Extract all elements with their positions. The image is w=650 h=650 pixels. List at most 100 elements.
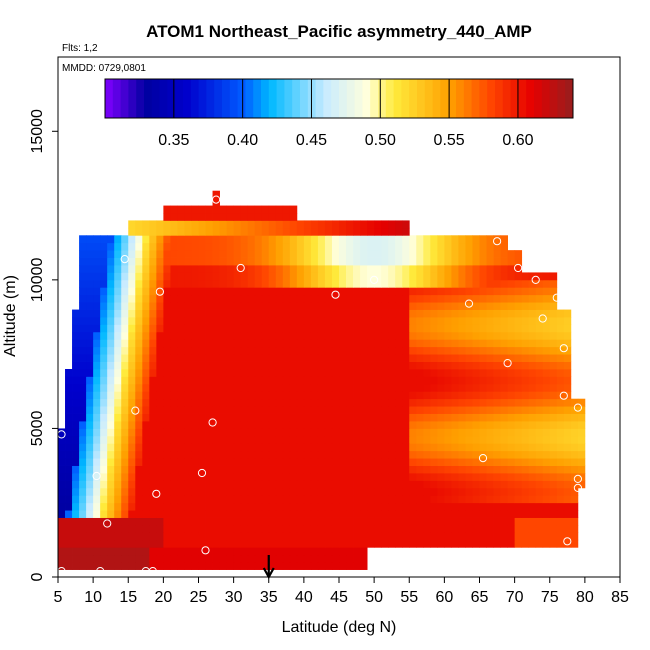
heatmap-cell (226, 502, 235, 511)
heatmap-cell (135, 279, 143, 288)
heatmap-cell (247, 517, 256, 526)
heatmap-cell (121, 279, 129, 288)
heatmap-cell (114, 487, 122, 496)
heatmap-cell (324, 539, 333, 548)
heatmap-cell (107, 458, 115, 466)
heatmap-cell (254, 443, 263, 452)
heatmap-cell (198, 421, 206, 429)
heatmap-cell (430, 287, 438, 296)
colorbar-segment (518, 79, 527, 118)
heatmap-cell (500, 235, 508, 244)
heatmap-cell (219, 443, 227, 452)
heatmap-cell (423, 391, 431, 400)
heatmap-cell (170, 265, 178, 273)
heatmap-cell (254, 539, 263, 548)
heatmap-cell (444, 339, 452, 348)
heatmap-cell (191, 220, 199, 229)
heatmap-cell (570, 525, 579, 533)
heatmap-cell (240, 532, 249, 541)
heatmap-cell (303, 302, 312, 310)
heatmap-cell (458, 383, 466, 392)
heatmap-cell (275, 443, 284, 452)
heatmap-cell (549, 302, 558, 310)
heatmap-cell (444, 480, 452, 489)
heatmap-cell (423, 309, 431, 318)
heatmap-cell (535, 510, 544, 518)
heatmap-cell (226, 562, 235, 570)
sample-point (208, 418, 217, 427)
heatmap-cell (268, 235, 277, 244)
heatmap-cell (423, 465, 431, 474)
heatmap-cell (346, 487, 354, 496)
heatmap-cell (451, 279, 459, 288)
heatmap-cell (556, 406, 565, 414)
heatmap-cell (451, 502, 459, 511)
heatmap-cell (177, 376, 185, 385)
heatmap-cell (107, 487, 115, 496)
heatmap-cell (142, 473, 150, 481)
heatmap-cell (198, 227, 206, 236)
heatmap-cell (486, 302, 494, 310)
heatmap-cell (170, 354, 178, 362)
heatmap-cell (479, 369, 487, 377)
heatmap-cell (212, 354, 220, 362)
heatmap-cell (360, 547, 368, 556)
heatmap-cell (93, 502, 101, 511)
heatmap-cell (296, 398, 305, 407)
heatmap-cell (542, 339, 551, 348)
heatmap-cell (437, 435, 445, 444)
heatmap-cell (121, 435, 129, 444)
heatmap-cell (360, 554, 368, 563)
heatmap-cell (331, 421, 340, 429)
heatmap-cell (402, 227, 410, 236)
heatmap-cell (198, 391, 206, 400)
heatmap-cell (402, 443, 410, 452)
heatmap-cell (331, 502, 340, 511)
heatmap-cell (493, 539, 501, 548)
heatmap-cell (416, 502, 424, 511)
heatmap-cell (500, 428, 508, 437)
heatmap-cell (577, 450, 586, 459)
heatmap-cell (114, 547, 122, 556)
heatmap-cell (226, 294, 235, 303)
heatmap-cell (261, 487, 270, 496)
heatmap-cell (339, 302, 347, 310)
heatmap-cell (310, 421, 319, 429)
heatmap-cell (282, 473, 291, 481)
heatmap-cell (275, 376, 284, 385)
heatmap-cell (479, 539, 487, 548)
heatmap-cell (535, 421, 544, 429)
heatmap-cell (339, 428, 347, 437)
heatmap-cell (409, 391, 417, 400)
heatmap-cell (191, 510, 199, 518)
heatmap-cell (282, 279, 291, 288)
heatmap-cell (86, 331, 94, 340)
heatmap-cell (353, 465, 361, 474)
heatmap-cell (500, 339, 508, 348)
heatmap-cell (268, 465, 277, 474)
heatmap-cell (500, 398, 508, 407)
heatmap-cell (114, 302, 122, 310)
heatmap-cell (198, 376, 206, 385)
heatmap-cell (521, 324, 530, 333)
heatmap-cell (205, 554, 213, 563)
heatmap-cell (556, 502, 565, 511)
heatmap-cell (535, 361, 544, 370)
heatmap-cell (472, 369, 480, 377)
sample-point (503, 359, 512, 368)
heatmap-cell (360, 287, 368, 296)
heatmap-cell (374, 421, 382, 429)
heatmap-cell (430, 383, 438, 392)
heatmap-cell (479, 309, 487, 318)
heatmap-cell (240, 369, 249, 377)
heatmap-cell (472, 413, 480, 422)
heatmap-cell (465, 294, 473, 303)
heatmap-cell (156, 510, 164, 518)
heatmap-cell (191, 294, 199, 303)
heatmap-cell (360, 227, 368, 236)
heatmap-cell (219, 398, 227, 407)
heatmap-cell (142, 510, 150, 518)
heatmap-cell (339, 339, 347, 348)
heatmap-cell (507, 294, 516, 303)
sample-point (131, 406, 140, 415)
